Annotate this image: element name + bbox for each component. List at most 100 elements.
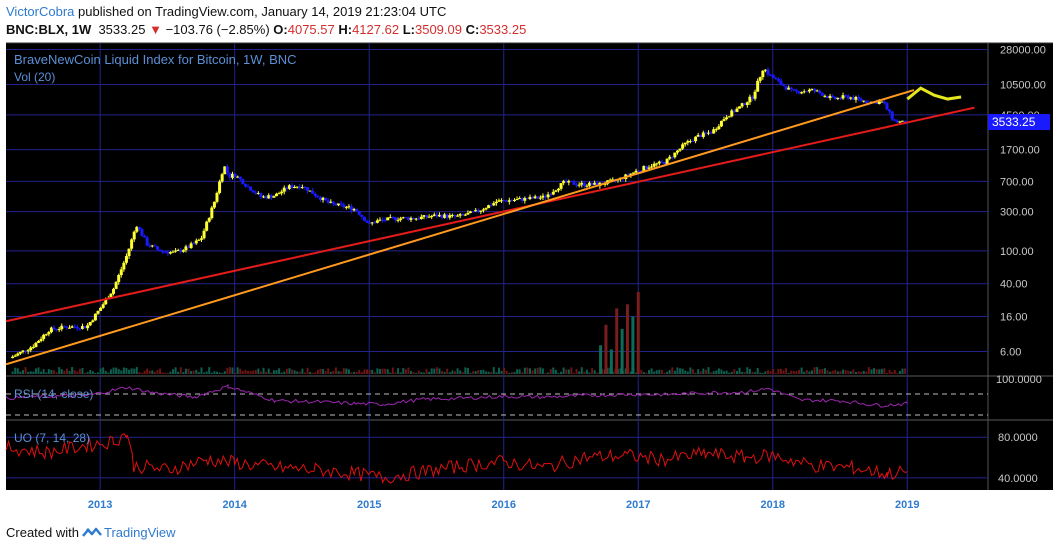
price-tick: 700.00 — [1000, 176, 1034, 188]
volume-bar — [96, 372, 99, 374]
volume-bar — [485, 371, 488, 374]
volume-bar — [461, 371, 464, 374]
candle-body — [520, 198, 524, 201]
volume-bar — [128, 369, 131, 374]
candle-body — [29, 347, 33, 351]
time-tick: 2013 — [88, 499, 112, 511]
volume-bar — [410, 370, 413, 374]
candle-body — [419, 216, 423, 220]
candle-body — [466, 212, 470, 215]
candle-body — [782, 84, 786, 86]
projection-curve[interactable] — [906, 86, 962, 101]
candle-body — [287, 185, 291, 189]
volume-bar — [172, 369, 175, 374]
candle-body — [295, 186, 299, 188]
volume-bar — [593, 370, 596, 374]
volume-bar — [161, 372, 164, 374]
candle-body — [210, 207, 214, 219]
candle-body — [350, 206, 354, 211]
rsi-tick: 100.0000 — [996, 374, 1042, 386]
candle-body — [771, 74, 775, 78]
candle-body — [303, 187, 307, 189]
orange-trendline[interactable] — [5, 89, 915, 366]
candle-body — [437, 214, 441, 217]
volume-bar — [120, 370, 123, 374]
volume-bar — [580, 367, 583, 374]
candle-body — [663, 161, 667, 165]
candle-body — [779, 80, 783, 85]
volume-bar — [684, 370, 687, 374]
candle-body — [150, 245, 154, 247]
candle-body — [78, 328, 82, 330]
price-tick: 100.00 — [1000, 246, 1034, 258]
candle-body — [745, 102, 749, 106]
author-link[interactable]: VictorCobra — [6, 4, 75, 19]
candle-body — [657, 161, 661, 164]
volume-bar — [702, 368, 705, 374]
volume-bar — [629, 371, 632, 374]
candle-body — [484, 208, 488, 210]
price-badge: 3533.25 — [992, 115, 1036, 129]
volume-bar — [443, 372, 446, 374]
volume-bar — [63, 370, 66, 374]
volume-bar — [541, 368, 544, 374]
candle-body — [551, 191, 555, 195]
volume-bar — [433, 368, 436, 374]
candle-body — [80, 326, 84, 329]
candle-body — [849, 97, 853, 99]
volume-bar — [756, 367, 759, 374]
candle-body — [153, 245, 157, 247]
volume-bar — [241, 371, 244, 374]
volume-bar — [679, 368, 682, 374]
volume-bar — [14, 367, 17, 374]
candle-body — [694, 136, 698, 142]
candle-body — [306, 187, 310, 192]
candle-body — [101, 304, 105, 308]
tradingview-brand[interactable]: TradingView — [103, 525, 176, 540]
volume-bar — [883, 368, 886, 374]
candle-body — [357, 210, 361, 215]
volume-bar — [259, 371, 262, 374]
candle-body — [88, 321, 92, 326]
candle-body — [412, 217, 416, 220]
time-tick: 2015 — [357, 499, 381, 511]
volume-bar — [549, 369, 552, 374]
volume-bar — [133, 368, 136, 374]
support-trendline[interactable] — [5, 106, 975, 323]
volume-bar — [68, 370, 71, 374]
candle-body — [805, 91, 809, 93]
candle-body — [481, 209, 485, 211]
candle-body — [277, 193, 281, 195]
volume-bar — [19, 371, 22, 374]
candle-body — [264, 196, 268, 199]
volume-bar — [34, 368, 37, 374]
volume-bar — [446, 368, 449, 374]
candle-body — [738, 106, 742, 109]
volume-bar — [283, 371, 286, 374]
volume-bar — [691, 369, 694, 374]
candle-body — [96, 310, 100, 314]
volume-bar — [849, 371, 852, 374]
volume-bar — [329, 371, 332, 374]
volume-bar — [748, 368, 751, 374]
volume-bar — [267, 368, 270, 374]
volume-bar — [244, 369, 247, 374]
candle-body — [668, 156, 672, 159]
candle-body — [321, 197, 325, 201]
candle-body — [231, 173, 235, 178]
volume-bar — [572, 372, 575, 374]
volume-bar — [585, 369, 588, 374]
candle-body — [60, 325, 64, 330]
volume-bar — [334, 367, 337, 374]
volume-bar — [285, 368, 288, 374]
candle-body — [450, 214, 454, 216]
candle-body — [427, 216, 431, 218]
candle-body — [681, 144, 685, 149]
volume-bar — [492, 367, 495, 374]
volume-bar — [42, 369, 45, 374]
candle-body — [629, 173, 633, 176]
volume-bar — [717, 368, 720, 374]
volume-bar — [862, 370, 865, 374]
volume-bar — [218, 372, 221, 374]
volume-bar — [844, 370, 847, 374]
